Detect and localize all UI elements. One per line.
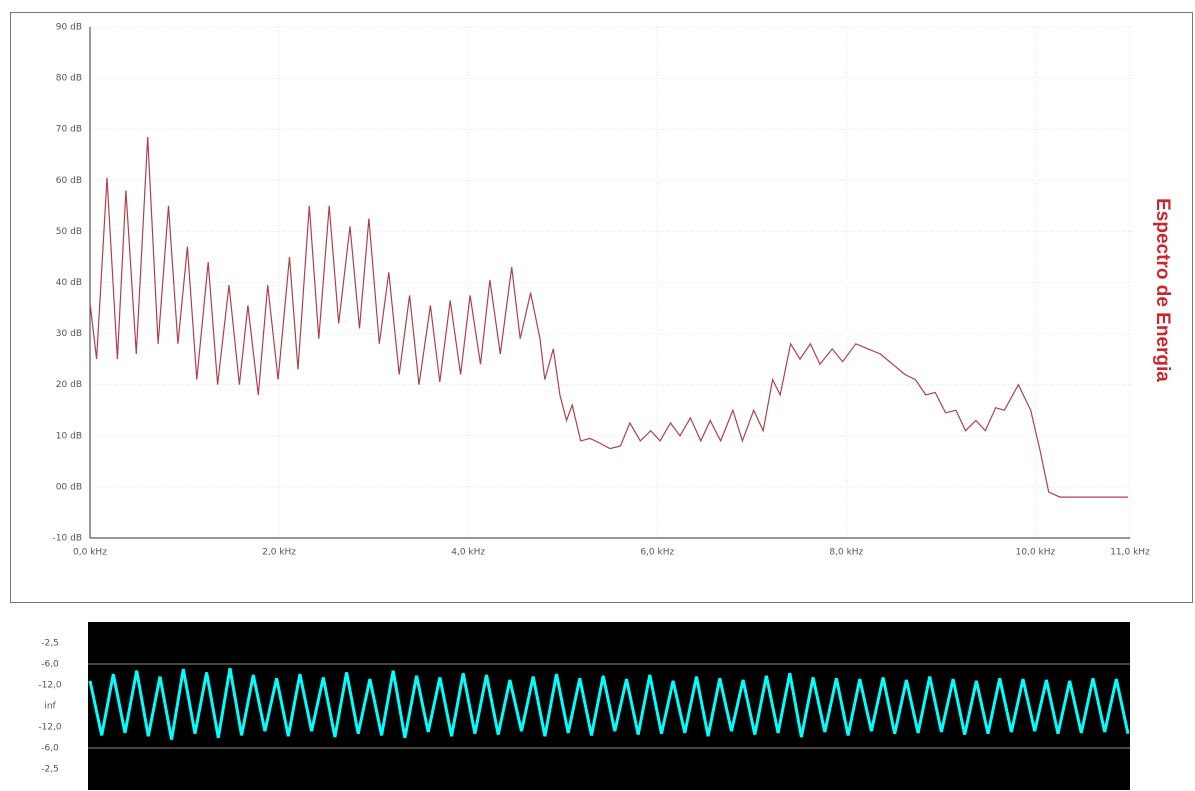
y-tick-label: 40 dB bbox=[56, 278, 82, 288]
y-tick-label: 20 dB bbox=[56, 380, 82, 390]
y-tick-label: inf bbox=[44, 702, 56, 712]
x-tick-label: 10,0 kHz bbox=[1016, 548, 1056, 558]
y-tick-label: -2,5 bbox=[41, 765, 59, 775]
y-tick-label: 60 dB bbox=[56, 176, 82, 186]
y-tick-label: 70 dB bbox=[56, 125, 82, 135]
y-tick-label: -2,5 bbox=[41, 639, 59, 649]
y-tick-label: 90 dB bbox=[56, 23, 82, 33]
y-tick-label: 50 dB bbox=[56, 227, 82, 237]
x-tick-label: 4,0 kHz bbox=[451, 548, 485, 558]
y-tick-label: -12,0 bbox=[38, 681, 62, 691]
y-tick-label: -6,0 bbox=[41, 744, 59, 754]
spectrum-panel bbox=[10, 12, 1193, 603]
x-tick-label: 6,0 kHz bbox=[640, 548, 674, 558]
chart-title: Espectro de Energia bbox=[1152, 198, 1173, 382]
y-tick-label: 10 dB bbox=[56, 431, 82, 441]
x-tick-label: 2,0 kHz bbox=[262, 548, 296, 558]
spectrum-line bbox=[89, 136, 1129, 498]
y-tick-label: -12,0 bbox=[38, 723, 62, 733]
y-tick-label: -6,0 bbox=[41, 660, 59, 670]
x-tick-label: 11,0 kHz bbox=[1110, 548, 1150, 558]
y-tick-label: 80 dB bbox=[56, 74, 82, 84]
y-tick-label: 00 dB bbox=[56, 482, 82, 492]
x-tick-label: 8,0 kHz bbox=[829, 548, 863, 558]
waveform bbox=[88, 667, 1130, 740]
y-tick-label: 30 dB bbox=[56, 329, 82, 339]
y-tick-label: -10 dB bbox=[53, 534, 82, 544]
x-tick-label: 0,0 kHz bbox=[73, 548, 107, 558]
